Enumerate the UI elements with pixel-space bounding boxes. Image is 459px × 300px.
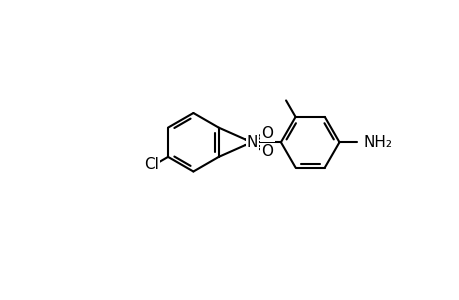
- Text: O: O: [261, 144, 273, 159]
- Text: N: N: [246, 135, 257, 150]
- Text: O: O: [261, 126, 273, 141]
- Text: Cl: Cl: [144, 157, 159, 172]
- Text: NH₂: NH₂: [363, 135, 392, 150]
